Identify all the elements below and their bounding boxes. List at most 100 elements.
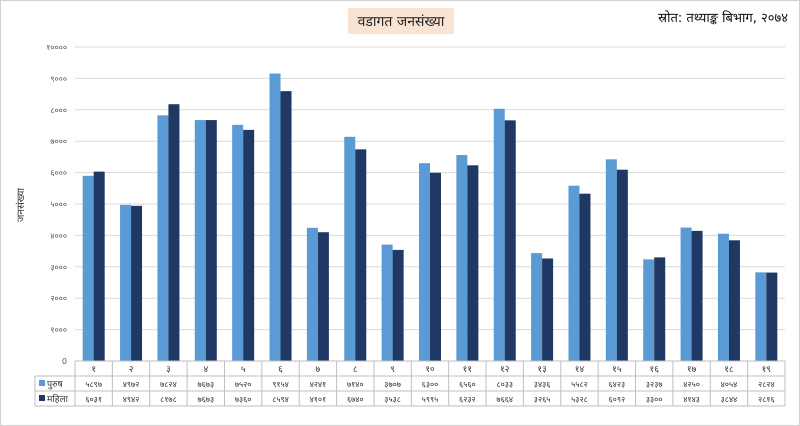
data-cell: ६७४०	[347, 395, 364, 404]
bar-female	[280, 91, 292, 361]
data-cell: ३७०७	[384, 380, 401, 389]
data-cell: ५९९५	[422, 395, 439, 404]
data-cell: ४२४१	[310, 380, 327, 389]
data-cell: ५३२८	[571, 395, 588, 404]
data-table: १ २ ३ ४ ५ ६ ७ ८ ९ १० ११ १२ १३ १४ १५ १६ १७ १८ १९पुरुष ५८९७ ४९…	[34, 360, 786, 407]
bar-female	[766, 272, 778, 361]
bar-male	[605, 159, 617, 361]
legend-key-female	[39, 395, 45, 401]
data-cell: ६५६०	[459, 380, 476, 389]
y-tick-label: ४०००	[50, 231, 67, 240]
bar-female	[691, 230, 703, 361]
bar-male	[306, 227, 318, 361]
data-cell: ६४२३	[609, 380, 626, 389]
data-cell: ७८२४	[160, 380, 177, 389]
data-cell: ७६७३	[197, 380, 214, 389]
bar-male	[717, 233, 729, 361]
category-label: १७	[687, 365, 697, 375]
bar-male	[680, 227, 692, 361]
data-cell: ४२५०	[683, 380, 700, 389]
category-label: १२	[500, 365, 510, 375]
source-note: स्रोत: तथ्याङ्क बिभाग, २०७४	[658, 11, 788, 26]
data-cell: ५५८२	[571, 380, 588, 389]
bar-female	[728, 240, 740, 361]
data-cell: ७५२०	[235, 380, 252, 389]
data-cell: ४१०१	[310, 395, 327, 404]
data-cell: ३८४४	[721, 395, 738, 404]
data-cell: ६०३१	[85, 395, 102, 404]
category-label: १९	[762, 365, 771, 375]
bar-female	[168, 104, 180, 361]
data-cell: ९१५४	[272, 380, 289, 389]
data-cell: ३३००	[646, 395, 663, 404]
bar-female	[654, 257, 666, 361]
bar-female	[430, 172, 441, 361]
bar-male	[120, 204, 132, 361]
bar-female	[616, 169, 628, 361]
data-cell: ४१४३	[683, 395, 700, 404]
data-cell: ३४३६	[534, 380, 551, 389]
y-tick-label: ६०००	[50, 169, 67, 178]
bar-female	[504, 120, 516, 361]
bar-male	[344, 136, 356, 361]
bar-male	[643, 259, 655, 361]
bar-female	[205, 120, 217, 361]
data-cell: ७३६०	[235, 395, 252, 404]
data-cell: २८२४	[758, 380, 775, 389]
data-cell: ५८९७	[85, 380, 102, 389]
category-label: ५	[241, 365, 246, 375]
bar-male	[157, 115, 169, 361]
data-cell: ७६६४	[496, 395, 513, 404]
category-label: १८	[724, 365, 734, 375]
bar-female	[131, 205, 143, 361]
data-cell: ७६७३	[197, 395, 214, 404]
bar-male	[531, 253, 543, 361]
legend-key-male	[39, 380, 45, 386]
data-cell: ६३००	[422, 380, 439, 389]
data-cell: ७१४०	[347, 380, 364, 389]
bar-female	[317, 232, 329, 361]
bar-male	[419, 163, 430, 361]
bar-female	[579, 193, 591, 361]
bar-female	[243, 129, 255, 361]
y-tick-label: ३०००	[50, 263, 67, 272]
category-label: १३	[537, 365, 546, 375]
category-label: ११	[463, 365, 472, 375]
category-label: ६	[278, 365, 283, 375]
bar-male	[456, 155, 468, 361]
category-label: ९	[390, 365, 395, 375]
y-tick-label: ५०००	[50, 200, 67, 209]
data-cell: ३५३८	[384, 395, 401, 404]
bars	[82, 73, 778, 362]
data-cell: ८१७८	[160, 395, 177, 404]
y-tick-label: ९०००	[50, 74, 67, 83]
bar-female	[355, 149, 367, 361]
chart-title-text: वडागत जनसंख्या	[357, 13, 445, 30]
category-label: १	[91, 365, 96, 375]
bar-female	[392, 249, 404, 361]
bar-male	[568, 185, 580, 361]
data-cell: ४९७२	[123, 380, 140, 389]
chart-title: वडागत जनसंख्या	[348, 8, 454, 34]
y-axis-label: जनसंख्या	[15, 188, 27, 222]
y-tick-label: १००००	[46, 43, 67, 52]
bar-female	[93, 171, 105, 361]
data-cell: ४९४२	[123, 395, 140, 404]
bar-male	[194, 120, 206, 361]
bar-male	[755, 272, 767, 361]
category-label: १५	[612, 365, 622, 375]
bar-female	[467, 165, 479, 361]
bar-male	[493, 108, 505, 362]
category-label: ३	[166, 365, 171, 375]
y-tick-label: ७०००	[50, 137, 67, 146]
data-cell: ३२३७	[646, 380, 663, 389]
data-cell: ६२३२	[459, 395, 476, 404]
data-cell: ८५९४	[272, 395, 289, 404]
bar-female	[542, 258, 554, 361]
legend-label-male: पुरुष	[47, 380, 63, 390]
bar-male	[232, 124, 244, 361]
data-cell: ३२६५	[534, 395, 551, 404]
bar-male	[269, 73, 281, 362]
data-cell: ६०९२	[609, 395, 626, 404]
data-cell: ८०३३	[496, 380, 513, 389]
